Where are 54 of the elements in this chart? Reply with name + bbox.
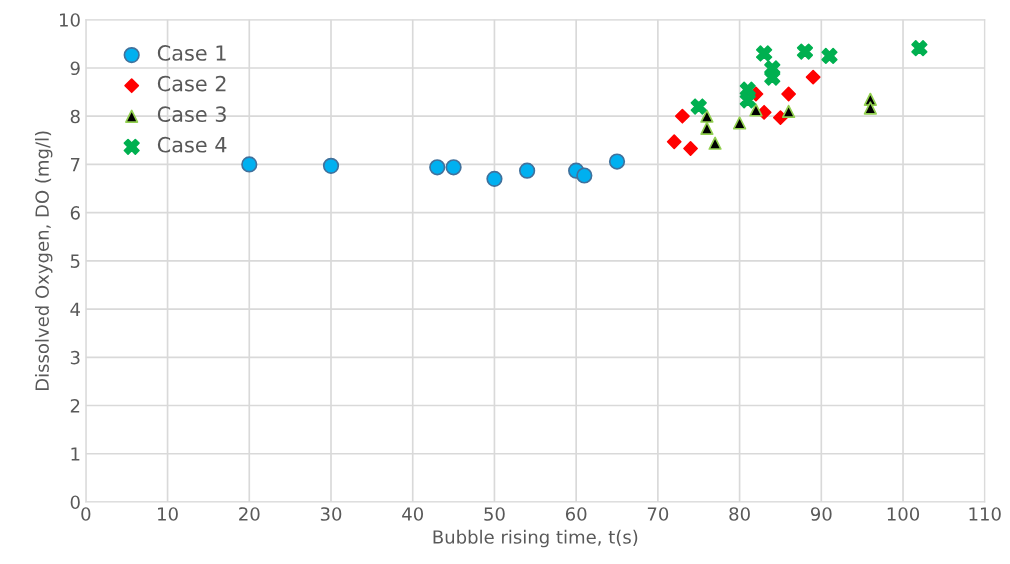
point: [608, 153, 626, 170]
point: [429, 159, 446, 176]
point: [576, 167, 593, 184]
legend-label: Case 4: [157, 136, 227, 153]
y-tick-label: 8: [70, 109, 80, 124]
point: [690, 98, 707, 115]
point: [796, 43, 814, 60]
y-tick-label: 4: [70, 302, 80, 316]
y-axis-title: Dissolved Oxygen, DO (mg/l): [34, 131, 53, 391]
x-tick-label: 80: [729, 507, 750, 521]
point: [805, 69, 821, 85]
legend-label: Case 1: [157, 45, 226, 61]
y-tick-label: 1: [71, 447, 80, 461]
point: [674, 108, 690, 124]
point: [781, 104, 796, 119]
y-tick-label: 7: [70, 158, 80, 172]
y-tick-label: 9: [70, 61, 80, 76]
x-tick-label: 10: [158, 507, 178, 521]
point: [683, 141, 698, 156]
point: [666, 134, 682, 150]
point: [708, 136, 722, 150]
y-tick-label: 2: [70, 398, 80, 413]
point: [755, 45, 773, 62]
x-tick-label: 40: [402, 507, 424, 521]
point: [863, 101, 877, 115]
x-tick-label: 100: [887, 507, 920, 521]
point: [700, 121, 714, 135]
point: [911, 40, 928, 57]
x-tick-label: 0: [81, 507, 91, 521]
x-tick-label: 50: [484, 507, 505, 521]
legend-label: Case 3: [157, 106, 226, 123]
x-tick-label: 20: [239, 507, 260, 521]
x-axis-title: Bubble rising time, t(s): [433, 529, 638, 548]
point: [749, 103, 763, 117]
y-tick-label: 10: [60, 13, 80, 27]
point: [241, 156, 258, 173]
point: [519, 162, 536, 179]
point: [322, 157, 340, 174]
point: [732, 116, 747, 130]
point: [445, 159, 462, 176]
x-tick-label: 30: [320, 507, 342, 521]
point: [486, 170, 503, 187]
y-tick-label: 3: [70, 350, 80, 365]
point: [700, 109, 714, 123]
y-tick-label: 0: [70, 495, 80, 510]
point: [821, 47, 838, 65]
y-tick-label: 5: [70, 254, 80, 268]
point: [781, 86, 797, 102]
x-tick-label: 90: [810, 507, 832, 521]
x-tick-label: 60: [565, 507, 587, 521]
y-tick-label: 6: [70, 206, 80, 220]
legend-label: Case 2: [157, 75, 226, 92]
x-tick-label: 70: [647, 507, 669, 521]
x-tick-label: 110: [969, 507, 1001, 521]
